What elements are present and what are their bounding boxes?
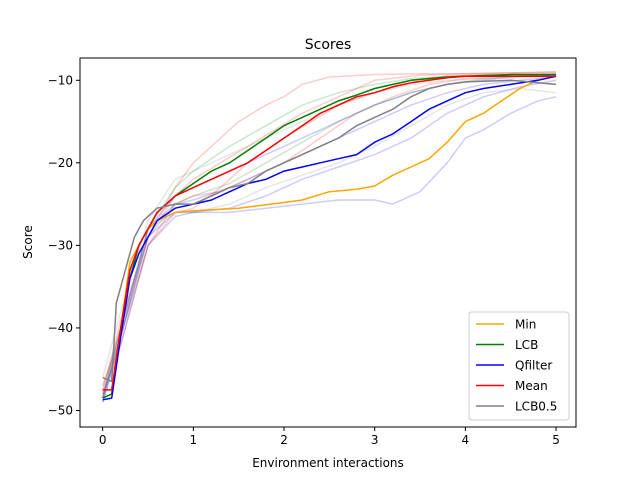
x-tick-label: 3 — [371, 433, 379, 447]
plot-frame — [79, 57, 577, 428]
legend-label: LCB — [515, 338, 538, 352]
x-tick-label: 4 — [462, 433, 470, 447]
y-tick-label: −20 — [48, 156, 73, 170]
x-axis-ticks: 0 1 2 3 4 5 — [99, 427, 560, 447]
legend-label: Min — [515, 318, 536, 332]
faint-trace-11 — [101, 87, 557, 386]
legend-box — [468, 311, 570, 421]
legend-label: LCB0.5 — [515, 400, 557, 414]
legend-label: Mean — [515, 379, 548, 393]
y-axis-label: Score — [21, 225, 35, 259]
faint-trace-4 — [101, 96, 557, 403]
faint-trace-1 — [101, 71, 557, 395]
series-lines — [102, 73, 557, 401]
y-tick-label: −40 — [48, 321, 73, 335]
x-axis-label: Environment interactions — [252, 456, 404, 470]
chart-title: Scores — [305, 37, 352, 53]
x-tick-label: 2 — [280, 433, 288, 447]
y-tick-label: −50 — [48, 403, 73, 417]
y-axis-ticks: −50 −40 −30 −20 −10 — [48, 73, 80, 417]
x-tick-label: 5 — [552, 433, 560, 447]
legend: Min LCB Qfilter Mean LCB0.5 — [468, 311, 570, 421]
x-tick-label: 1 — [190, 433, 198, 447]
faint-trace-10 — [101, 76, 557, 378]
y-tick-label: −30 — [48, 238, 73, 252]
series-line-lcb0-5 — [102, 79, 557, 383]
series-line-mean — [102, 75, 557, 391]
legend-label: Qfilter — [515, 359, 552, 373]
x-tick-label: 0 — [99, 433, 107, 447]
series-line-qfilter — [102, 75, 557, 401]
y-tick-label: −10 — [48, 73, 73, 87]
faint-trace-9 — [101, 74, 557, 399]
faint-trace-7 — [101, 79, 557, 403]
